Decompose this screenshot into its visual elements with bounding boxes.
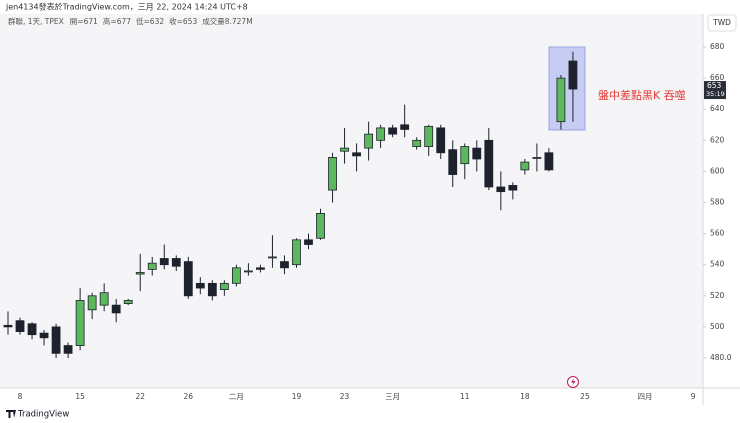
candle-body [460,146,470,165]
highlight-box [548,46,586,131]
y-tick-label: 560 [710,229,725,238]
candle-body [3,324,13,328]
candle-body [292,239,301,266]
candle-body [159,258,169,266]
y-tick-label: 660 [710,73,725,82]
candle-body [352,152,361,157]
candle-body [231,267,241,284]
candle-body [51,326,61,354]
candle-body [39,332,49,339]
price-label: 653 [707,81,722,90]
x-tick-label: 26 [184,392,194,401]
candle-body [280,261,289,269]
currency: TWD [712,18,731,27]
candle-body [195,282,205,289]
y-tick-label: 640 [710,104,725,113]
candle-body [508,185,518,191]
annotation: 盤中差點黑K 吞噬 [598,88,686,102]
candle-body [544,152,554,171]
x-tick-label: 9 [691,392,696,401]
legend-item: 高=677 [103,16,131,26]
x-tick-label: 二月 [229,392,244,401]
x-tick-label: 11 [460,392,470,401]
event-icon-bolt [571,378,576,386]
candle-body [183,261,193,297]
legend-item: 低=632 [136,16,164,26]
x-tick-label: 8 [18,392,23,401]
candle-body [340,147,349,152]
candle-body [256,267,265,270]
candle-body [27,323,37,336]
candle-body [171,258,181,267]
candle-body [316,213,325,239]
brand: TradingView [17,410,69,420]
y-tick-label: 680 [710,42,725,51]
currency-box[interactable] [707,14,737,32]
x-tick-label: 三月 [385,392,400,401]
candle-body [556,77,566,123]
candle-body [123,300,133,304]
candle-body [75,300,85,346]
candle-body [219,282,229,290]
candle-body [328,157,337,191]
symbol-title: 群聯, 1天, TPEX [8,16,64,26]
y-tick-label: 480.0 [710,353,732,362]
y-tick-label: 620 [710,135,725,144]
candle-body [376,127,386,141]
candle-body [207,282,217,297]
x-tick-label: 19 [292,392,302,401]
candle-body [520,161,530,171]
legend-item: 收=653 [169,16,197,26]
candle-body [472,147,482,160]
candle-body [135,272,145,275]
x-tick-label: 15 [75,392,85,401]
candle-body [412,139,422,147]
author-line: jen4134發表於TradingView.com，三月 22, 2024 14… [5,2,248,12]
candle-body [532,157,542,159]
candle-body [268,256,277,259]
price-label-box [704,81,726,100]
candle-body [99,292,109,306]
candle-body [87,295,97,311]
candle-body [448,149,458,175]
candle-body [568,60,578,90]
countdown: 35:19 [706,90,725,98]
candle-body [243,270,253,273]
candle-body [111,304,121,314]
y-tick-label: 580 [710,198,725,207]
x-tick-label: 四月 [638,392,653,401]
x-tick-label: 23 [340,392,350,401]
legend-item: 開=671 [70,17,98,26]
x-tick-label: 18 [520,392,530,401]
brand-logo [6,410,16,418]
candle-body [484,139,494,188]
y-tick-label: 520 [710,291,725,300]
candle-body [436,127,446,154]
x-tick-label: 22 [135,392,145,401]
y-tick-label: 600 [710,166,725,175]
y-tick-label: 500 [710,322,725,331]
candle-body [364,133,374,149]
y-tick-label: 540 [710,260,725,269]
x-tick-label: 25 [580,392,590,401]
candle-body [15,320,25,332]
candle-body [304,239,313,245]
candle-body [388,127,398,135]
candle-body [147,262,157,270]
candle-body [496,186,506,193]
candle-body [424,125,434,147]
candle-body [400,124,410,130]
candle-body [63,345,73,354]
legend-item: 成交量8.727M [202,16,252,26]
plot-background [0,14,703,388]
